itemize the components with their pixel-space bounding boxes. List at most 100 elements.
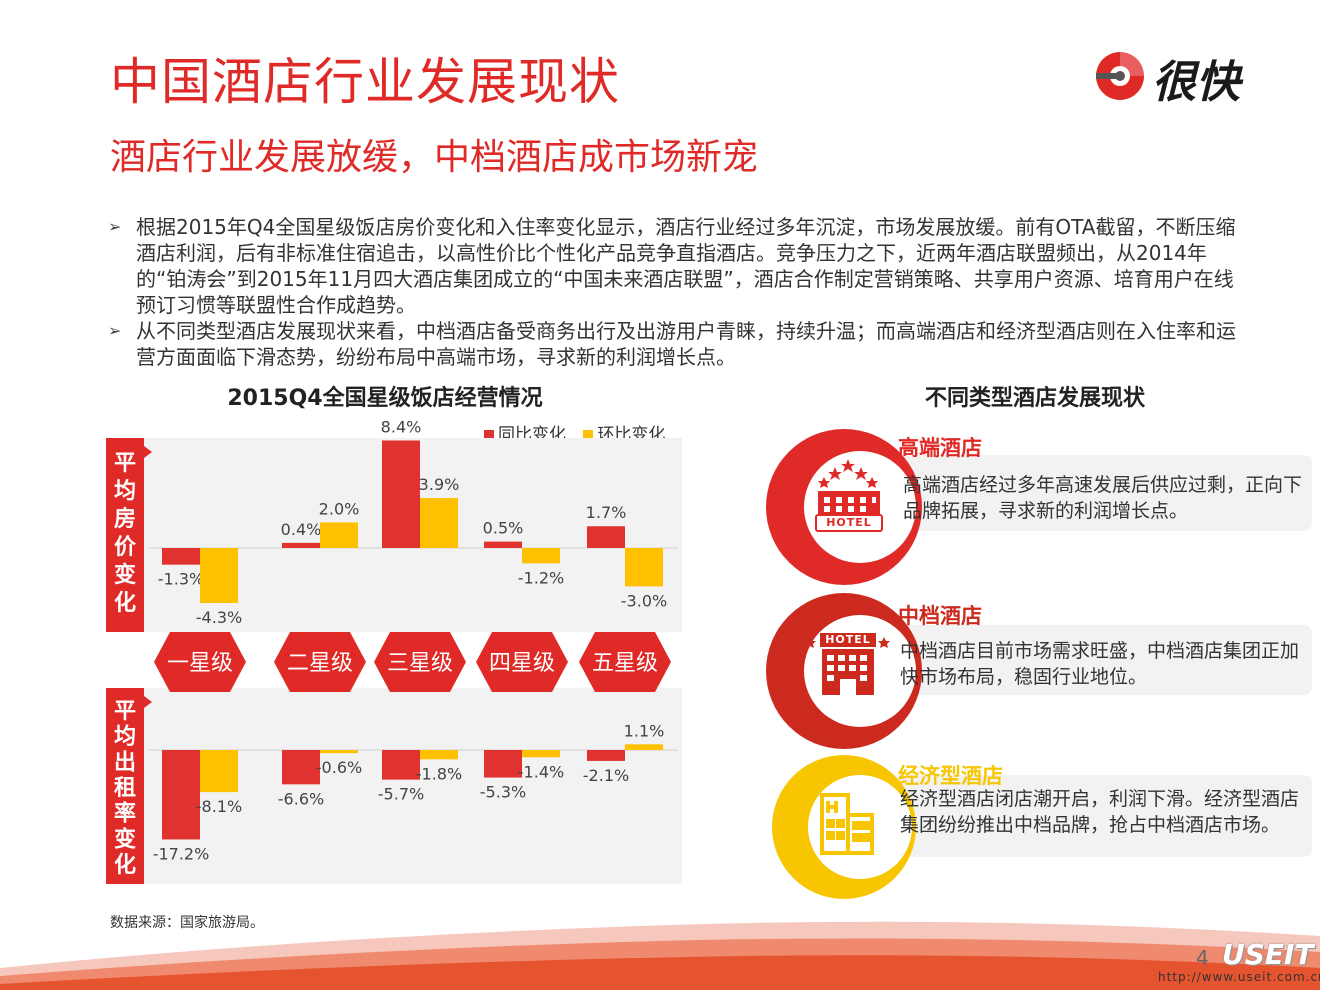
card-text-mid-range: 中档酒店目前市场需求旺盛，中档酒店集团正加快市场布局，稳固行业地位。 (900, 640, 1300, 688)
panel-label-char: 变 (114, 826, 136, 852)
panel-label-char: 房 (114, 506, 136, 532)
bar-qoq (320, 522, 358, 548)
bullet-item: ➢ 从不同类型酒店发展现状来看，中档酒店备受商务出行及出游用户青睐，持续升温；而高… (108, 319, 1236, 369)
hotel-stars-icon (815, 459, 883, 532)
data-label-qoq: -1.4% (518, 762, 564, 781)
hotel-sign-text: HOTEL (826, 516, 872, 529)
bar-yoy (587, 526, 625, 548)
data-label-qoq: 2.0% (319, 499, 360, 518)
category-hexagon (579, 632, 671, 692)
data-label-qoq: -4.3% (196, 608, 242, 627)
bar-yoy (382, 440, 420, 548)
data-label-yoy: 0.5% (483, 519, 524, 538)
hotel-building-icon (804, 633, 890, 695)
data-label-yoy: -5.7% (378, 785, 424, 804)
category-label: 四星级 (489, 651, 555, 676)
card-bg-budget (860, 775, 1312, 857)
category-label: 三星级 (387, 651, 453, 676)
data-label-qoq: -0.6% (316, 758, 362, 777)
footer-wave (0, 921, 1320, 990)
bar-yoy (484, 750, 522, 778)
data-label-yoy: 8.4% (381, 417, 422, 436)
right-panel-title: 不同类型酒店发展现状 (924, 386, 1145, 411)
panel-label-char: 均 (114, 724, 136, 750)
page-number: 4 (1196, 946, 1209, 970)
panel-label-char: 变 (114, 562, 136, 588)
data-label-qoq: -3.0% (621, 591, 667, 610)
panel-label-char: 化 (114, 852, 136, 878)
panel-label-char: 价 (114, 535, 137, 560)
card-label-mid-range: 中档酒店 (898, 604, 982, 628)
data-label-qoq: 1.1% (624, 721, 665, 740)
bar-qoq (420, 750, 458, 760)
chart-title: 2015Q4全国星级饭店经营情况 (227, 386, 543, 411)
category-label: 一星级 (167, 651, 233, 676)
logo-text: 很快 (1152, 57, 1240, 108)
watermark-brand: USEIT (1222, 938, 1314, 971)
panel-label-char: 出 (114, 750, 136, 775)
legend-swatch-qoq (583, 430, 594, 440)
panel-label-char: 均 (114, 478, 136, 504)
panel-label-char: 平 (114, 699, 136, 724)
bar-yoy (162, 750, 200, 840)
page-title: 中国酒店行业发展现状 (110, 53, 620, 111)
panel-label-char: 率 (114, 801, 136, 827)
panel-label-band (106, 438, 144, 632)
bar-yoy (382, 750, 420, 780)
bar-yoy (587, 750, 625, 761)
card-text-high-end: 高端酒店经过多年高速发展后供应过剩，正向下品牌拓展，寻求新的利润增长点。 (903, 474, 1303, 522)
bar-yoy (282, 750, 320, 785)
panel-label-arrow (144, 446, 152, 458)
bar-yoy (484, 541, 522, 548)
data-label-yoy: -6.6% (278, 789, 324, 808)
category-hexagon (274, 632, 366, 692)
legend-swatch-yoy (484, 430, 494, 440)
panel-label-arrow (144, 696, 152, 708)
bullet-item: ➢ 根据2015年Q4全国星级饭店房价变化和入住率变化显示，酒店行业经过多年沉淀，… (108, 215, 1236, 317)
panel-label-char: 化 (114, 590, 136, 616)
data-label-yoy: -17.2% (153, 844, 210, 863)
bar-qoq (522, 750, 560, 758)
data-label-yoy: 0.4% (281, 520, 322, 539)
bar-qoq (200, 750, 238, 793)
panel-label-char: 平 (114, 451, 136, 476)
budget-building-icon (820, 793, 874, 855)
data-label-yoy: 1.7% (586, 503, 627, 522)
category-label: 二星级 (287, 651, 353, 676)
bar-qoq (200, 548, 238, 604)
bar-qoq (625, 744, 663, 750)
data-label-qoq: -1.2% (518, 568, 564, 587)
data-label-yoy: -5.3% (480, 783, 526, 802)
bar-qoq (420, 498, 458, 548)
bar-yoy (162, 548, 200, 565)
category-hexagon (476, 632, 568, 692)
panel-label-band (106, 688, 144, 884)
bullet-arrow-icon: ➢ (108, 321, 122, 340)
card-text-budget: 经济型酒店闭店潮开启，利润下滑。经济型酒店集团纷纷推出中档品牌，抢占中档酒店市场… (900, 788, 1300, 836)
card-bg-mid-range (860, 625, 1312, 695)
data-label-qoq: -8.1% (196, 797, 242, 816)
data-label-yoy: -2.1% (583, 766, 629, 785)
chart-svg: 平均房价变化-1.3%-4.3%0.4%2.0%8.4%3.9%0.5%-1.2… (106, 417, 682, 884)
watermark-url: http://www.useit.com.cn (1158, 970, 1320, 984)
bar-qoq (522, 548, 560, 564)
card-label-high-end: 高端酒店 (898, 436, 982, 460)
page-subtitle: 酒店行业发展放缓，中档酒店成市场新宠 (110, 137, 759, 178)
panel-label-char: 租 (114, 776, 136, 801)
data-source: 数据来源：国家旅游局。 (110, 915, 264, 931)
card-bg-high-end (860, 455, 1312, 531)
bar-qoq (320, 750, 358, 754)
logo-mark-icon (1096, 52, 1144, 100)
bar-yoy (282, 542, 320, 548)
data-label-qoq: -1.8% (416, 764, 462, 783)
bar-qoq (625, 548, 663, 587)
hotel-cards-graphics (766, 429, 1312, 899)
category-hexagon (154, 632, 246, 692)
category-label: 五星级 (592, 651, 658, 676)
hotel-sign-text: HOTEL (825, 633, 871, 646)
bullet-arrow-icon: ➢ (108, 217, 122, 236)
data-label-yoy: -1.3% (158, 570, 204, 589)
category-hexagon (374, 632, 466, 692)
card-label-budget: 经济型酒店 (898, 764, 1003, 788)
bullet-list: ➢ 根据2015年Q4全国星级饭店房价变化和入住率变化显示，酒店行业经过多年沉淀，… (108, 214, 1248, 370)
